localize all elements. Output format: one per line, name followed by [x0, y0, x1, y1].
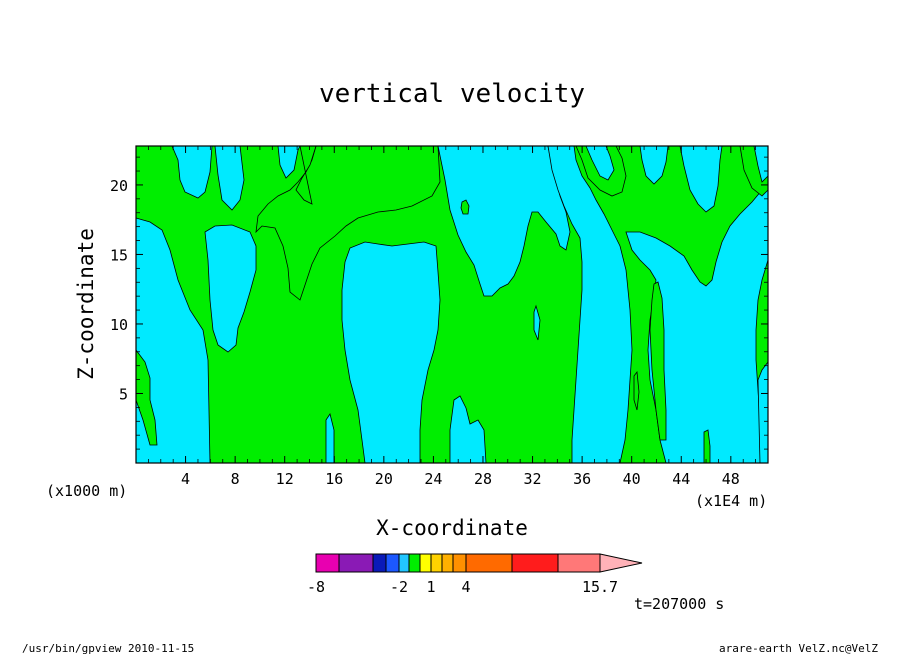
x-tick-label: 20: [375, 470, 393, 488]
x-tick-label: 36: [573, 470, 591, 488]
y-tick-label: 10: [110, 316, 128, 334]
cyan-region: [341, 241, 441, 464]
cyan-region: [547, 145, 633, 464]
cyan-region: [204, 224, 257, 353]
cyan-region: [325, 413, 335, 464]
cyan-region: [449, 395, 487, 464]
plot-frame: [135, 145, 769, 464]
colorbar: -8 -2 1 4 15.7: [307, 553, 643, 596]
colorbar-cell: [465, 553, 513, 573]
colorbar-cell: [385, 553, 400, 573]
cyan-region: [460, 199, 470, 215]
cyan-region: [533, 304, 541, 341]
x-axis-title: X-coordinate: [376, 516, 528, 540]
y-tick-label: 15: [110, 246, 128, 264]
y-tick-marks: [136, 156, 768, 450]
colorbar-cell: [557, 553, 601, 573]
colorbar-label: 4: [461, 578, 470, 596]
x-tick-label: 24: [424, 470, 442, 488]
colorbar-extension-arrow: [599, 553, 643, 573]
x-tick-label: 32: [524, 470, 542, 488]
x-tick-label: 12: [276, 470, 294, 488]
x-tick-label: 4: [181, 470, 190, 488]
colorbar-cell: [419, 553, 432, 573]
x-tick-label: 28: [474, 470, 492, 488]
colorbar-label: 1: [426, 578, 435, 596]
colorbar-cell: [441, 553, 454, 573]
cyan-region: [295, 145, 317, 205]
cyan-region: [703, 429, 711, 464]
colorbar-label: 15.7: [582, 578, 618, 596]
negative-regions: [135, 145, 769, 464]
x-tick-label: 16: [325, 470, 343, 488]
cyan-region: [135, 348, 158, 446]
plot-area: [135, 145, 769, 464]
x-tick-marks: [147, 146, 757, 463]
colorbar-label: -2: [390, 578, 408, 596]
colorbar-cell: [398, 553, 410, 573]
x-tick-labels: 4 8 12 16 20 24 28 32 36 40 44 48: [181, 470, 740, 488]
y-axis-title: Z-coordinate: [74, 228, 98, 380]
x-tick-label: 8: [231, 470, 240, 488]
x-tick-label: 40: [623, 470, 641, 488]
colorbar-cell: [408, 553, 421, 573]
cyan-region: [214, 145, 245, 211]
x-unit-right: (x1E4 m): [695, 492, 767, 510]
x-tick-label: 44: [672, 470, 690, 488]
colorbar-cell: [452, 553, 467, 573]
y-tick-label: 5: [119, 385, 128, 403]
y-tick-label: 20: [110, 177, 128, 195]
cyan-region: [679, 145, 723, 213]
colorbar-label: -8: [307, 578, 325, 596]
cyan-region: [649, 281, 667, 441]
colorbar-cell: [315, 553, 340, 573]
cyan-region: [639, 145, 669, 185]
x-tick-label: 48: [722, 470, 740, 488]
x-unit-left: (x1000 m): [46, 482, 127, 500]
footer-right: arare-earth_VelZ.nc@VelZ: [719, 642, 878, 654]
cyan-region: [633, 370, 640, 411]
colorbar-cell: [430, 553, 443, 573]
colorbar-cells: [315, 553, 601, 573]
footer-left: /usr/bin/gpview 2010-11-15: [22, 642, 194, 654]
cyan-region: [757, 360, 769, 464]
colorbar-labels: -8 -2 1 4 15.7: [307, 578, 618, 596]
y-tick-labels: 5 10 15 20: [110, 177, 128, 404]
colorbar-cell: [338, 553, 374, 573]
colorbar-cell: [511, 553, 559, 573]
cyan-region: [171, 145, 213, 199]
colorbar-cell: [372, 553, 387, 573]
time-label: t=207000 s: [634, 595, 724, 613]
chart-title: vertical velocity: [319, 79, 585, 109]
